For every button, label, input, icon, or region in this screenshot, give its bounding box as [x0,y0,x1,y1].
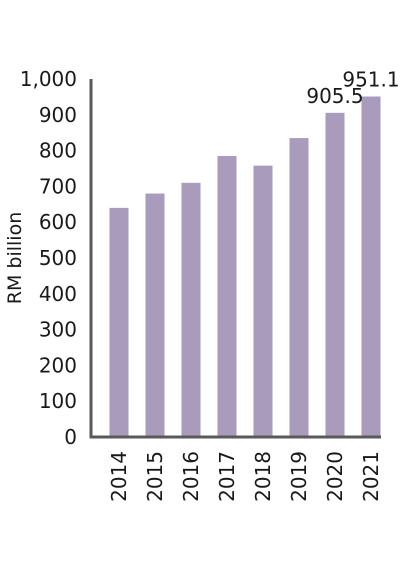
x-tick-label-2014: 2014 [107,451,131,502]
x-tick-label-2017: 2017 [215,451,239,502]
bar-2014 [109,207,129,437]
y-tick-label: 600 [39,210,77,234]
y-tick-label: 300 [39,318,77,342]
bar-2016 [181,182,201,437]
y-tick-labels: 0 100 200 300 400 500 600 700 800 900 1,000 [20,67,77,449]
bar-2021 [361,96,381,438]
x-tick-label-2019: 2019 [287,451,311,502]
data-label-2021: 951.1 [342,68,399,92]
bar-2020 [325,112,345,438]
y-tick-label: 100 [39,389,77,413]
bars [109,96,381,438]
y-tick-label: 800 [39,139,77,163]
bar-2015 [145,193,165,437]
x-tick-label-2016: 2016 [179,451,203,502]
y-axis-title: RM billion [4,212,26,304]
x-tick-label-2020: 2020 [323,451,347,502]
y-tick-label: 200 [39,353,77,377]
bar-2019 [289,138,309,437]
y-tick-label: 500 [39,246,77,270]
x-tick-labels: 2014 2015 2016 2017 2018 2019 2020 2021 [107,451,383,502]
x-tick-label-2021: 2021 [359,451,383,502]
x-tick-label-2015: 2015 [143,451,167,502]
y-tick-label: 1,000 [20,67,77,91]
bar-2017 [217,155,237,437]
y-tick-label: 700 [39,174,77,198]
data-label-2020: 905.5 [306,84,363,108]
bar-2018 [253,165,273,438]
x-tick-label-2018: 2018 [251,451,275,502]
y-tick-label: 0 [64,425,77,449]
y-tick-label: 400 [39,282,77,306]
y-tick-label: 900 [39,103,77,127]
